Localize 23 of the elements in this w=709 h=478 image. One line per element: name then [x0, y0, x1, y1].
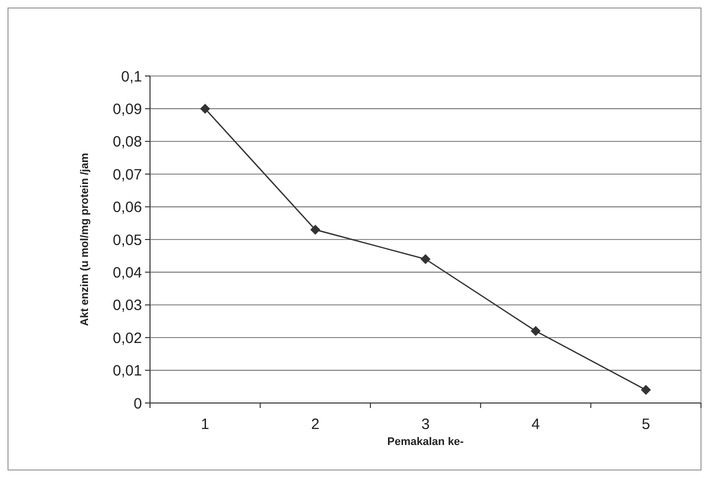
y-tick-label: 0,01	[112, 362, 142, 380]
y-tick-label: 0,03	[112, 297, 142, 314]
y-axis-title: Akt enzim (u mol/mg protein /jam	[79, 152, 91, 326]
x-tick-label: 3	[421, 416, 430, 433]
y-tick-label: 0,04	[112, 264, 142, 282]
y-tick-label: 0,05	[112, 232, 142, 249]
point	[310, 224, 320, 235]
y-tick-label: 0,02	[112, 330, 142, 347]
point	[640, 384, 651, 395]
x-tick-label: 1	[200, 416, 210, 433]
y-tick-label: 0,09	[112, 100, 142, 118]
y-tick-label: 0	[134, 395, 142, 412]
y-tick-label: 0,08	[112, 134, 142, 151]
x-axis-title: Pemakalan ke-	[387, 436, 464, 448]
point	[200, 104, 210, 114]
y-tick-label: 0,1	[121, 68, 142, 86]
y-tick-label: 0,07	[112, 166, 142, 184]
x-tick-label: 5	[642, 416, 650, 433]
y-tick-label: 0,06	[112, 199, 142, 216]
x-tick-label: 2	[311, 416, 320, 433]
point	[420, 254, 430, 264]
x-tick-label: 4	[532, 416, 540, 433]
point	[530, 326, 541, 336]
